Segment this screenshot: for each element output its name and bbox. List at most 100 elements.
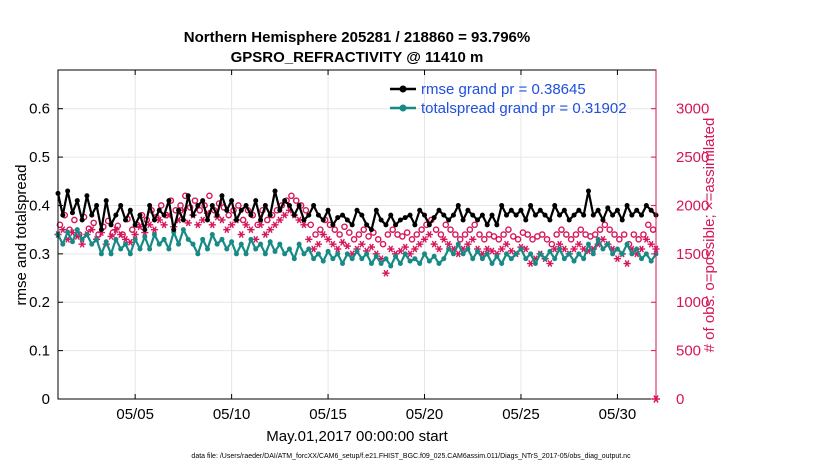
spread-point bbox=[600, 246, 606, 252]
rmse-point bbox=[388, 212, 394, 218]
spread-point bbox=[393, 253, 399, 259]
rmse-point bbox=[561, 207, 567, 213]
assimilated-obs-marker bbox=[218, 216, 226, 224]
rmse-point bbox=[253, 198, 259, 204]
rmse-point bbox=[98, 227, 104, 233]
rmse-point bbox=[528, 202, 534, 208]
rmse-point bbox=[431, 215, 437, 221]
possible-obs-marker bbox=[235, 202, 242, 209]
legend: rmse grand pr = 0.38645 totalspread gran… bbox=[390, 81, 627, 117]
rmse-point bbox=[267, 212, 273, 218]
assimilated-obs-marker bbox=[430, 240, 438, 248]
possible-obs-marker bbox=[456, 236, 464, 243]
possible-obs-marker bbox=[461, 231, 469, 238]
possible-obs-marker bbox=[71, 216, 78, 224]
spread-point bbox=[253, 246, 259, 252]
rmse-point bbox=[282, 198, 288, 204]
possible-obs-marker bbox=[128, 226, 136, 233]
spread-point bbox=[349, 256, 355, 262]
assimilated-obs-marker bbox=[367, 243, 376, 251]
rmse-point bbox=[127, 207, 133, 213]
possible-obs-marker bbox=[505, 226, 512, 233]
spread-point bbox=[552, 256, 558, 262]
rmse-point bbox=[359, 212, 365, 218]
assimilated-obs-marker bbox=[623, 260, 631, 267]
rmse-point bbox=[373, 207, 379, 213]
rmse-point bbox=[354, 207, 360, 213]
spread-point bbox=[243, 251, 249, 257]
spread-point bbox=[320, 258, 326, 264]
spread-point bbox=[132, 236, 138, 242]
possible-obs-marker bbox=[56, 221, 64, 229]
spread-point bbox=[156, 241, 162, 247]
spread-point bbox=[566, 251, 572, 257]
rmse-point bbox=[272, 188, 278, 194]
spread-point bbox=[373, 253, 379, 259]
y-tick-label: 0.3 bbox=[29, 246, 50, 263]
assimilated-obs-marker bbox=[445, 240, 453, 248]
spread-point bbox=[450, 251, 456, 257]
possible-obs-marker bbox=[196, 207, 204, 214]
spread-point bbox=[508, 256, 514, 262]
spread-point bbox=[330, 256, 336, 262]
spread-point bbox=[219, 236, 225, 242]
rmse-point bbox=[634, 207, 640, 213]
spread-point bbox=[258, 241, 264, 247]
possible-obs-marker bbox=[432, 226, 440, 233]
rmse-point bbox=[648, 207, 654, 213]
rmse-point bbox=[229, 198, 235, 204]
possible-obs-marker bbox=[157, 202, 165, 209]
possible-obs-marker bbox=[630, 231, 638, 238]
possible-obs-marker bbox=[644, 221, 652, 229]
spread-point bbox=[576, 251, 582, 257]
rmse-point bbox=[94, 202, 100, 208]
y-tick-label: 0.2 bbox=[29, 294, 50, 311]
possible-obs-marker bbox=[447, 226, 454, 233]
possible-obs-marker bbox=[490, 233, 498, 240]
rmse-point bbox=[523, 217, 529, 223]
possible-obs-marker bbox=[331, 226, 339, 233]
possible-obs-marker bbox=[263, 216, 271, 224]
spread-point bbox=[407, 258, 413, 264]
possible-obs-marker bbox=[538, 231, 546, 238]
assimilated-obs-marker bbox=[160, 221, 168, 229]
assimilated-obs-marker bbox=[314, 240, 323, 248]
spread-point bbox=[142, 234, 148, 240]
rmse-point bbox=[74, 198, 80, 204]
rmse-point bbox=[518, 207, 524, 213]
rmse-point bbox=[547, 217, 553, 223]
possible-obs-marker bbox=[452, 231, 459, 238]
possible-obs-marker bbox=[495, 236, 503, 243]
series-layer bbox=[54, 188, 660, 277]
spread-point bbox=[378, 261, 384, 267]
rmse-point bbox=[460, 217, 466, 223]
rmse-point bbox=[258, 217, 264, 223]
spread-point bbox=[340, 261, 346, 267]
rmse-point bbox=[412, 222, 418, 228]
spread-point bbox=[60, 241, 66, 247]
spread-point bbox=[98, 251, 104, 257]
rmse-point bbox=[137, 212, 143, 218]
assimilated-obs-marker bbox=[416, 240, 424, 248]
spread-point bbox=[479, 256, 485, 262]
spread-point bbox=[513, 251, 519, 257]
spread-point bbox=[590, 251, 596, 257]
spread-point bbox=[147, 246, 153, 252]
possible-obs-marker bbox=[90, 219, 97, 227]
assimilated-obs-marker bbox=[382, 269, 390, 277]
rmse-point bbox=[595, 207, 601, 213]
possible-obs-marker bbox=[563, 231, 570, 238]
rmse-point bbox=[171, 227, 177, 233]
assimilated-obs-marker bbox=[575, 240, 583, 248]
rmse-point bbox=[639, 212, 645, 218]
y2-axis-label: # of obs: o=possible; ×=assimilated bbox=[701, 118, 718, 353]
possible-obs-marker bbox=[177, 202, 184, 209]
possible-obs-marker bbox=[355, 231, 363, 238]
rmse-point bbox=[286, 202, 292, 208]
rmse-point bbox=[402, 215, 408, 221]
rmse-point bbox=[450, 212, 456, 218]
rmse-point bbox=[142, 227, 148, 233]
spread-point bbox=[248, 236, 254, 242]
assimilated-obs-marker bbox=[358, 240, 366, 248]
legend-label-rmse: rmse grand pr = 0.38645 bbox=[421, 81, 586, 98]
